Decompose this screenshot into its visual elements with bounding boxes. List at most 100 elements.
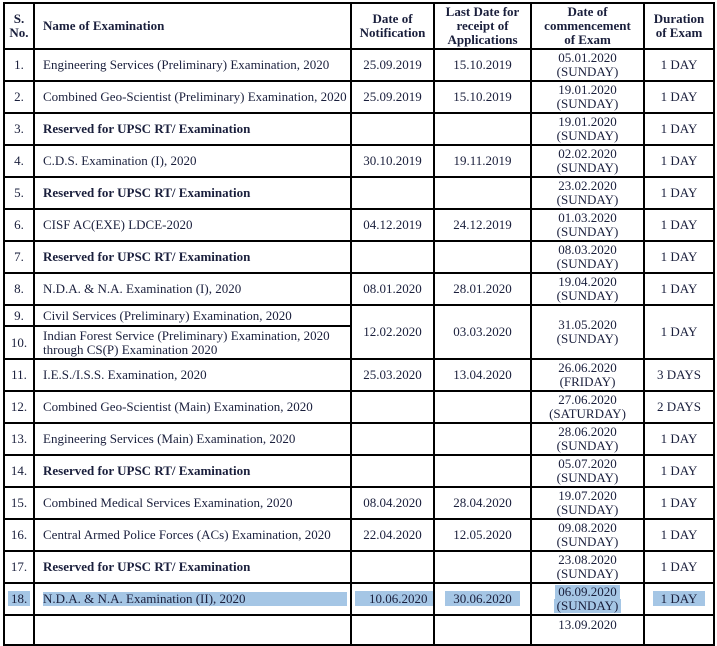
cell-duration: 1 DAY <box>643 454 715 488</box>
cell-exam-name: Combined Medical Services Examination, 2… <box>33 486 352 520</box>
cell-notification-date <box>350 390 435 424</box>
header-line: Date of <box>372 11 413 26</box>
cell-text: 02.02.2020 <box>558 146 617 161</box>
cell-sno: 14. <box>3 454 35 488</box>
cell-text: 10. <box>10 334 28 350</box>
cell-duration: 1 DAY <box>643 518 715 552</box>
selection-highlight[interactable]: 30.06.2020 <box>445 591 520 606</box>
cell-text: 7. <box>14 249 24 264</box>
cell-text: 08.01.2020 <box>363 281 422 296</box>
header-line: Last Date for <box>445 4 520 19</box>
cell-commencement-date: 08.03.2020 (SUNDAY) <box>530 240 645 274</box>
cell-sno: 10. <box>3 325 35 360</box>
cell-text: 19.07.2020 <box>558 488 617 503</box>
cell-text: 09.08.2020 <box>558 520 617 535</box>
header-line: No. <box>9 25 29 40</box>
column-header-last-date: Last Date for receipt of Applications <box>433 2 532 50</box>
selection-highlight[interactable]: N.D.A. & N.A. Examination (II), 2020 <box>43 592 347 606</box>
cell-text: Reserved for UPSC RT/ Examination <box>43 463 251 478</box>
table-row: 8. N.D.A. & N.A. Examination (I), 2020 08.… <box>3 272 715 306</box>
column-header-notification: Date of Notification <box>350 2 435 50</box>
cell-duration: 1 DAY <box>643 272 715 306</box>
cell-exam-name: CISF AC(EXE) LDCE-2020 <box>33 208 352 242</box>
cell-sno: 9. <box>3 304 35 327</box>
cell-text: 4. <box>14 153 24 168</box>
cell-text: Indian Forest Service (Preliminary) Exam… <box>43 327 330 343</box>
cell-notification-date <box>350 422 435 456</box>
selection-highlight[interactable]: 06.09.2020 <box>555 585 620 599</box>
cell-notification-date: 22.04.2020 <box>350 518 435 552</box>
cell-text: 08.03.2020 <box>558 242 617 257</box>
cell-duration: 1 DAY <box>643 208 715 242</box>
column-header-duration: Duration of Exam <box>643 2 715 50</box>
cell-notification-date: 25.03.2020 <box>350 358 435 392</box>
cell-text: 5. <box>14 185 24 200</box>
cell-duration: 1 DAY <box>643 422 715 456</box>
cell-last-date: 03.03.2020 <box>433 304 532 360</box>
cell-sno <box>3 614 35 646</box>
cell-text: 24.12.2019 <box>453 217 512 232</box>
cell-notification-date: 04.12.2019 <box>350 208 435 242</box>
selection-highlight[interactable]: 10.06.2020 <box>355 591 432 606</box>
cell-commencement-date: 19.04.2020 (SUNDAY) <box>530 272 645 306</box>
table-row: 3. Reserved for UPSC RT/ Examination 19.01… <box>3 112 715 146</box>
selection-highlight[interactable]: (SUNDAY) <box>553 599 622 613</box>
cell-exam-name: N.D.A. & N.A. Examination (I), 2020 <box>33 272 352 306</box>
cell-text: (SUNDAY) <box>556 256 619 271</box>
cell-last-date <box>433 112 532 146</box>
table-row: 14. Reserved for UPSC RT/ Examination 05.0… <box>3 454 715 488</box>
table-row: 13. Engineering Services (Main) Examinati… <box>3 422 715 456</box>
table-row: 2. Combined Geo-Scientist (Preliminary) E… <box>3 80 715 114</box>
header-row: S. No. Name of Examination Date of Notific… <box>3 2 715 50</box>
cell-last-date: 28.04.2020 <box>433 486 532 520</box>
cell-sno: 5. <box>3 176 35 210</box>
cell-text: 14. <box>10 463 28 478</box>
cell-text: (SUNDAY) <box>556 502 619 517</box>
cell-duration: 1 DAY <box>643 176 715 210</box>
cell-text: 23.08.2020 <box>558 552 617 567</box>
cell-last-date <box>433 454 532 488</box>
cell-text: 1 DAY <box>660 495 698 510</box>
cell-last-date: 12.05.2020 <box>433 518 532 552</box>
cell-sno: 1. <box>3 48 35 82</box>
cell-notification-date: 10.06.2020 <box>350 582 435 616</box>
cell-commencement-date: 01.03.2020 (SUNDAY) <box>530 208 645 242</box>
cell-text: 12. <box>10 399 28 414</box>
cell-duration: 1 DAY <box>643 486 715 520</box>
cell-text: 01.03.2020 <box>558 210 617 225</box>
cell-text: 8. <box>14 281 24 296</box>
cell-sno: 13. <box>3 422 35 456</box>
cell-text: (SUNDAY) <box>556 64 619 79</box>
cell-last-date: 13.04.2020 <box>433 358 532 392</box>
cell-notification-date <box>350 614 435 646</box>
cell-text: 2 DAYS <box>657 399 701 414</box>
column-header-commencement: Date of commencement of Exam <box>530 2 645 50</box>
cell-sno: 11. <box>3 358 35 392</box>
cell-text: Reserved for UPSC RT/ Examination <box>43 185 251 200</box>
cell-text: 22.04.2020 <box>363 527 422 542</box>
cell-text: 1. <box>14 57 24 72</box>
cell-text: 1 DAY <box>660 559 698 574</box>
cell-sno: 18. <box>3 582 35 616</box>
cell-exam-name: Civil Services (Preliminary) Examination… <box>33 304 352 327</box>
header-line: Duration <box>653 11 705 26</box>
cell-text: Central Armed Police Forces (ACs) Examin… <box>43 527 331 542</box>
cell-text: (SUNDAY) <box>556 192 619 207</box>
cell-text: 25.09.2019 <box>363 57 422 72</box>
cell-text: Combined Medical Services Examination, 2… <box>43 495 293 510</box>
cell-duration <box>643 614 715 646</box>
cell-last-date <box>433 614 532 646</box>
header-line: receipt of <box>456 18 509 33</box>
cell-text: Engineering Services (Preliminary) Exami… <box>43 57 330 72</box>
cell-text: 13.09.2020 <box>558 617 617 632</box>
cell-last-date: 30.06.2020 <box>433 582 532 616</box>
selection-highlight[interactable]: 1 DAY <box>652 591 706 606</box>
cell-text: 19.11.2019 <box>453 153 512 168</box>
selection-highlight[interactable]: 18. <box>8 591 31 606</box>
cell-text: 1 DAY <box>660 324 698 339</box>
cell-exam-name: Reserved for UPSC RT/ Examination <box>33 454 352 488</box>
cell-exam-name: Indian Forest Service (Preliminary) Exam… <box>33 325 352 360</box>
exam-table-body: 1. Engineering Services (Preliminary) Exa… <box>3 48 715 646</box>
cell-text: 1 DAY <box>660 431 698 446</box>
exam-schedule-table: S. No. Name of Examination Date of Notific… <box>3 2 715 646</box>
